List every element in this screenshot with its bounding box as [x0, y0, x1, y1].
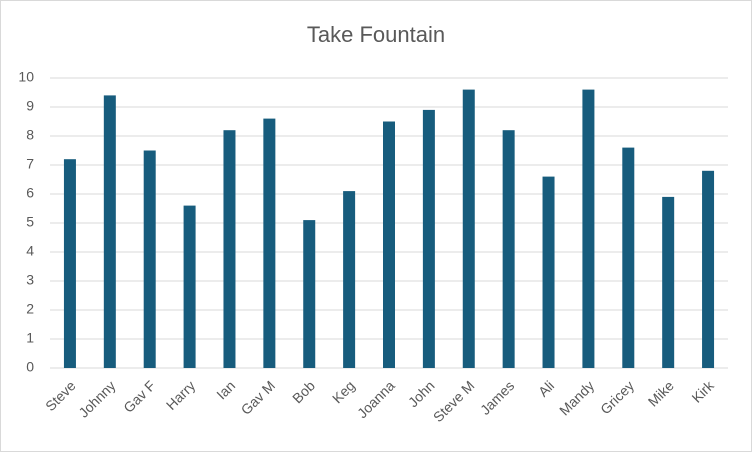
bar: [542, 176, 555, 368]
y-tick-label: 1: [26, 330, 34, 346]
y-tick-label: 5: [26, 214, 34, 230]
bar: [502, 130, 515, 368]
y-tick-label: 2: [26, 301, 34, 317]
y-tick-label: 6: [26, 185, 34, 201]
bar: [343, 191, 356, 368]
bar: [702, 170, 715, 368]
chart-title: Take Fountain: [307, 22, 445, 47]
bar: [662, 196, 675, 368]
bar: [63, 159, 76, 368]
bar: [183, 205, 196, 368]
y-tick-label: 0: [26, 359, 34, 375]
bar: [462, 89, 475, 368]
bar: [103, 95, 116, 369]
bar: [223, 130, 236, 368]
bar: [622, 147, 635, 368]
bar: [383, 121, 395, 368]
y-tick-label: 9: [26, 98, 34, 114]
bar: [263, 118, 276, 368]
bar: [143, 150, 156, 368]
y-tick-label: 10: [18, 69, 34, 85]
bar: [582, 89, 595, 368]
y-tick-label: 4: [26, 243, 34, 259]
bar: [303, 220, 316, 368]
y-tick-label: 8: [26, 127, 34, 143]
bar: [422, 109, 435, 369]
y-tick-label: 7: [26, 156, 34, 172]
y-tick-label: 3: [26, 272, 34, 288]
